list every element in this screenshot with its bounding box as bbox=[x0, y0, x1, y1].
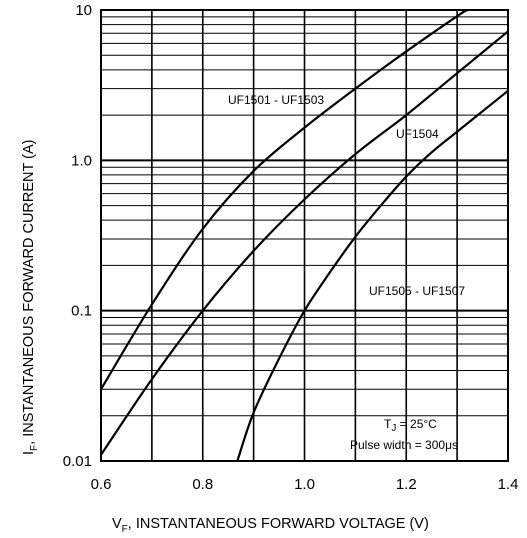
series-label-uf1505-uf1507: UF1505 - UF1507 bbox=[369, 284, 465, 298]
y-tick-label: 1.0 bbox=[71, 152, 92, 169]
x-tick-label: 0.8 bbox=[192, 476, 213, 493]
annotation-pulse-width: Pulse width = 300μs bbox=[350, 438, 458, 452]
y-tick-label: 10 bbox=[75, 2, 92, 19]
series-label-uf1504: UF1504 bbox=[396, 127, 439, 141]
y-axis-title: IF, INSTANTANEOUS FORWARD CURRENT (A) bbox=[21, 140, 40, 455]
series-line-2 bbox=[236, 89, 509, 462]
series-label-uf1501-uf1503: UF1501 - UF1503 bbox=[228, 93, 324, 107]
x-tick-label: 1.2 bbox=[396, 476, 417, 493]
series-line-0 bbox=[100, 9, 468, 390]
y-tick-labels: 0.01 0.1 1.0 10 bbox=[63, 2, 92, 470]
plot-frame bbox=[100, 9, 509, 462]
y-tick-label: 0.1 bbox=[71, 303, 92, 320]
y-tick-label: 0.01 bbox=[63, 453, 92, 470]
series-line-1 bbox=[100, 30, 509, 456]
x-tick-label: 1.0 bbox=[294, 476, 315, 493]
x-tick-label: 0.6 bbox=[91, 476, 112, 493]
x-tick-label: 1.4 bbox=[498, 476, 519, 493]
x-tick-labels: 0.6 0.8 1.0 1.2 1.4 bbox=[91, 476, 519, 493]
annotation-junction-temp: TJ = 25°C bbox=[384, 417, 437, 434]
x-axis-title: VF, INSTANTANEOUS FORWARD VOLTAGE (V) bbox=[112, 516, 429, 535]
series-lines bbox=[100, 9, 509, 462]
